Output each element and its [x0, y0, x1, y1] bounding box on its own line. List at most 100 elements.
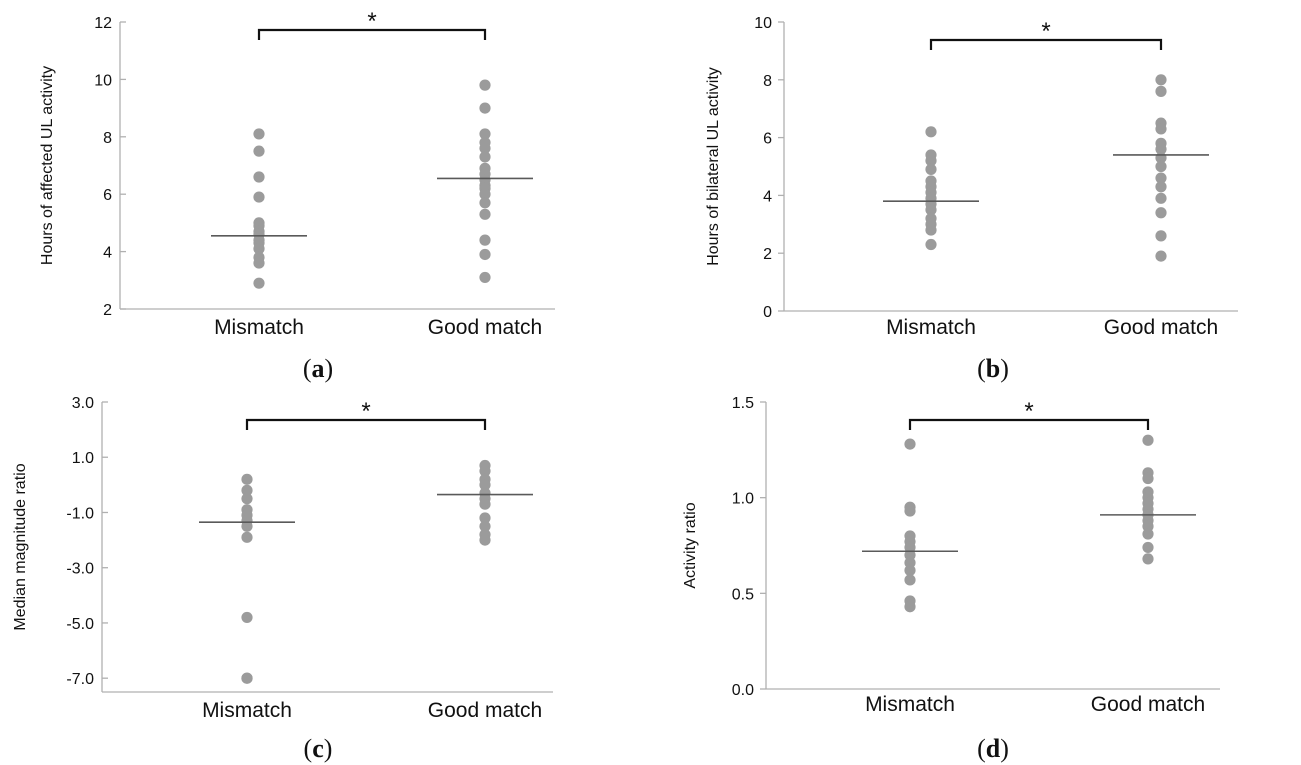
data-point — [241, 520, 253, 532]
data-point — [479, 512, 491, 524]
data-point — [253, 145, 265, 157]
data-point — [1155, 250, 1167, 262]
data-point — [253, 277, 265, 289]
y-tick-label: 10 — [754, 15, 772, 32]
data-point — [925, 204, 937, 216]
data-point — [479, 79, 491, 91]
y-tick-label: 1.5 — [732, 395, 754, 412]
significance-bracket — [908, 418, 1150, 430]
data-point — [1142, 553, 1154, 565]
y-tick-label: 4 — [103, 245, 112, 262]
y-tick-label: 1.0 — [72, 450, 94, 467]
panel-letter: a — [312, 354, 325, 383]
significance-bracket — [245, 418, 487, 430]
x-category-label: Good match — [428, 699, 542, 722]
data-point — [479, 128, 491, 140]
y-axis-title: Median magnitude ratio — [12, 463, 29, 630]
data-point — [479, 520, 491, 532]
panel-label: (a) — [303, 354, 333, 383]
significance-marker: * — [367, 8, 376, 35]
data-point — [479, 534, 491, 546]
x-category-label: Good match — [1091, 693, 1205, 716]
data-point — [253, 128, 265, 140]
data-point — [925, 155, 937, 167]
panel-label: (b) — [977, 354, 1009, 383]
data-point — [253, 171, 265, 183]
data-point — [904, 557, 916, 569]
data-point — [904, 505, 916, 517]
panel-a: 2 4 6 8 10 12 Hours of affected UL activity Mis… — [39, 8, 555, 383]
data-point — [241, 484, 253, 496]
x-category-label: Mismatch — [202, 699, 292, 722]
panel-b: 0 2 4 6 8 10 Hours of bilateral UL activity Mis… — [705, 15, 1238, 383]
data-point — [904, 549, 916, 561]
data-point — [1155, 143, 1167, 155]
y-axis-title: Hours of affected UL activity — [39, 66, 56, 265]
data-point — [1142, 434, 1154, 446]
y-tick-label: 4 — [763, 188, 772, 205]
data-point — [1142, 528, 1154, 540]
data-point — [479, 248, 491, 261]
data-point — [925, 224, 937, 236]
data-point — [1155, 160, 1167, 173]
data-point — [479, 234, 491, 246]
data-point — [1155, 74, 1167, 86]
data-point — [1155, 123, 1167, 135]
data-point — [925, 163, 937, 175]
panel-letter: b — [986, 354, 1000, 383]
data-point — [904, 574, 916, 586]
y-tick-label: 8 — [103, 130, 112, 147]
data-point — [241, 611, 253, 624]
data-point — [1142, 472, 1154, 485]
y-tick-label: -1.0 — [66, 505, 94, 522]
y-tick-label: 0.5 — [732, 586, 754, 603]
data-point — [479, 479, 491, 491]
significance-marker: * — [1024, 398, 1033, 425]
data-point — [241, 473, 253, 485]
data-point — [479, 465, 491, 477]
data-point — [925, 126, 937, 138]
x-category-label: Good match — [1104, 316, 1218, 339]
data-point — [479, 208, 491, 220]
panel-label: (c) — [304, 734, 333, 763]
significance-bracket — [257, 28, 487, 40]
significance-marker: * — [1041, 18, 1050, 45]
data-point — [241, 531, 253, 543]
data-point — [904, 564, 916, 576]
data-point — [479, 142, 491, 154]
significance-bracket — [929, 38, 1163, 50]
y-tick-label: -3.0 — [66, 561, 94, 578]
y-tick-label: 0 — [763, 304, 772, 321]
data-point — [1155, 181, 1167, 193]
data-point — [1155, 230, 1167, 242]
y-axis-title: Hours of bilateral UL activity — [705, 67, 722, 266]
y-tick-label: 2 — [763, 246, 772, 263]
x-category-label: Mismatch — [214, 316, 304, 339]
panel-letter: c — [312, 734, 324, 763]
data-point — [1155, 85, 1167, 97]
y-axis-title: Activity ratio — [682, 502, 699, 588]
y-tick-label: -5.0 — [66, 616, 94, 633]
x-category-label: Mismatch — [865, 693, 955, 716]
data-point — [1142, 520, 1154, 532]
data-point — [1155, 207, 1167, 219]
y-tick-label: 12 — [94, 15, 112, 32]
significance-marker: * — [361, 398, 370, 425]
data-point — [1155, 192, 1167, 204]
data-point — [1155, 172, 1167, 184]
data-point — [479, 498, 491, 510]
y-tick-label: 8 — [763, 73, 772, 90]
data-point — [241, 672, 253, 684]
data-point — [253, 243, 265, 255]
y-tick-label: 0.0 — [732, 682, 754, 699]
y-tick-label: 6 — [763, 131, 772, 148]
data-point — [925, 238, 937, 251]
data-point — [904, 601, 916, 613]
panel-c: 3.0 1.0 -1.0 -3.0 -5.0 -7.0 Median magnitude r… — [12, 395, 553, 763]
data-point — [479, 102, 491, 114]
data-point — [479, 271, 491, 284]
y-tick-label: -7.0 — [66, 671, 94, 688]
panel-label: (d) — [977, 734, 1009, 763]
y-tick-label: 10 — [94, 72, 112, 89]
